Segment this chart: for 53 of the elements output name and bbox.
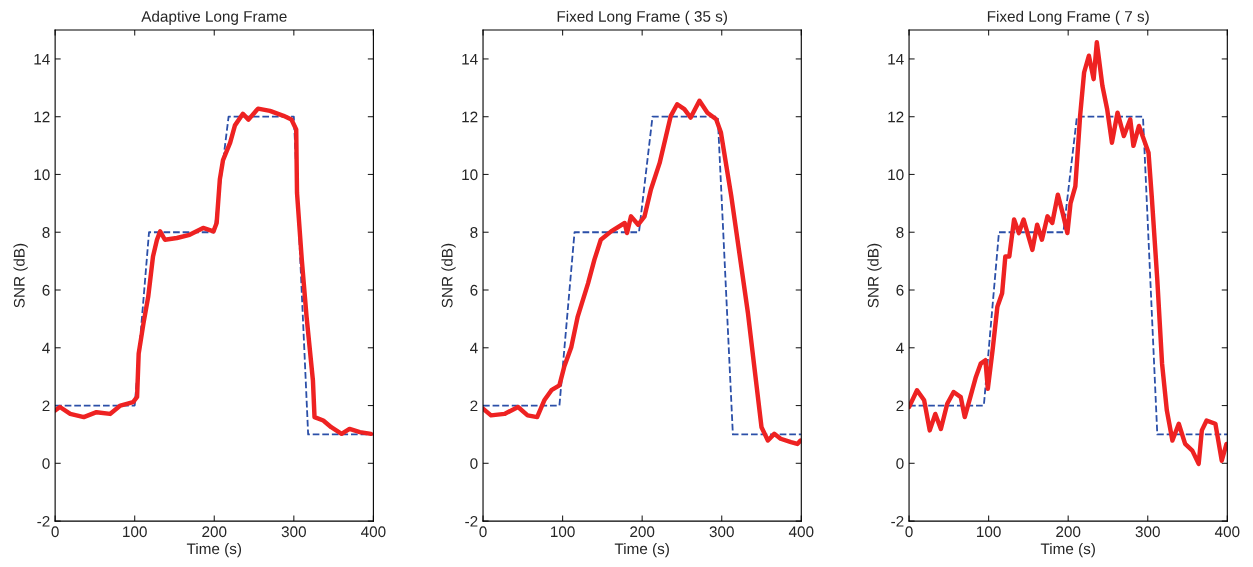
y-tick-label: 10 (888, 169, 904, 181)
y-tick-label: 2 (896, 400, 904, 412)
y-tick-label: 6 (896, 284, 904, 296)
x-tick-label: 300 (709, 526, 734, 538)
x-tick-label: 0 (51, 526, 59, 538)
y-tick-label: 0 (896, 458, 904, 469)
x-tick-label: 400 (1214, 526, 1240, 538)
x-tick-label: 100 (551, 526, 575, 538)
x-tick-label: 200 (1056, 526, 1081, 538)
y-tick-label: 14 (34, 53, 50, 65)
y-tick-label: 0 (42, 458, 50, 469)
x-tick-label: 0 (479, 526, 487, 538)
chart-title: Adaptive Long Frame (141, 10, 287, 25)
x-tick-label: 300 (1135, 526, 1160, 538)
y-tick-label: 8 (896, 227, 904, 238)
y-tick-label: 8 (42, 227, 50, 238)
y-tick-label: -2 (465, 515, 478, 527)
y-tick-label: -2 (891, 515, 904, 527)
y-tick-label: 6 (470, 284, 478, 296)
y-tick-label: 14 (462, 53, 478, 65)
y-tick-label: 4 (896, 342, 904, 354)
y-tick-label: 4 (470, 342, 478, 354)
y-tick-label: 2 (42, 400, 50, 412)
chart-title: Fixed Long Frame ( 35 s) (557, 10, 727, 25)
y-axis-title: SNR (dB) (13, 243, 28, 308)
y-axis-title: SNR (dB) (441, 243, 456, 308)
x-tick-label: 200 (630, 526, 655, 538)
x-axis-title: Time (s) (1040, 542, 1095, 558)
y-tick-label: 12 (888, 111, 904, 123)
line-series (909, 39, 1228, 467)
x-tick-label: 200 (202, 526, 227, 538)
y-tick-label: 0 (470, 458, 478, 469)
x-tick-label: 100 (977, 526, 1001, 538)
line-series (909, 115, 1228, 436)
x-tick-label: 400 (788, 526, 814, 538)
x-tick-label: 400 (361, 526, 386, 538)
y-axis-title: SNR (dB) (867, 243, 882, 308)
y-tick-label: 12 (34, 111, 50, 123)
x-tick-label: 0 (905, 526, 913, 538)
y-tick-label: 8 (470, 227, 478, 238)
y-tick-label: 12 (462, 111, 478, 123)
y-tick-label: -2 (37, 515, 50, 527)
x-axis-title: Time (s) (614, 542, 669, 558)
x-tick-label: 300 (281, 526, 306, 538)
x-axis-title: Time (s) (186, 542, 242, 558)
y-tick-label: 10 (34, 169, 50, 181)
y-tick-label: 2 (470, 400, 478, 412)
y-tick-label: 14 (888, 53, 904, 65)
chart-title: Fixed Long Frame ( 7 s) (987, 10, 1149, 25)
x-tick-label: 100 (123, 526, 147, 538)
y-tick-label: 6 (42, 284, 50, 296)
y-tick-label: 4 (42, 342, 50, 354)
y-tick-label: 10 (462, 169, 478, 181)
